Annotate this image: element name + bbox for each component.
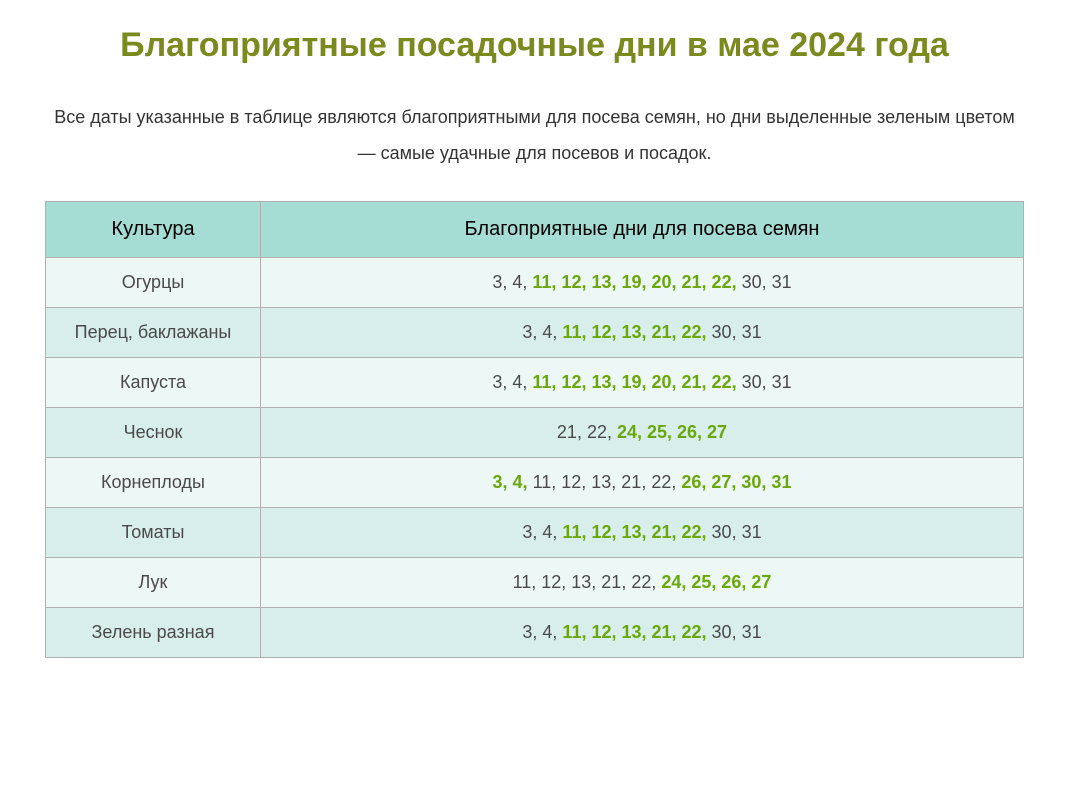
date-highlighted: 11, 12, 13, 21, 22, (562, 322, 706, 342)
date-highlighted: 11, 12, 13, 19, 20, 21, 22, (532, 272, 736, 292)
date-normal: 30, 31 (737, 272, 792, 292)
culture-cell: Огурцы (46, 258, 261, 308)
date-highlighted: 11, 12, 13, 21, 22, (562, 622, 706, 642)
date-highlighted: 11, 12, 13, 21, 22, (562, 522, 706, 542)
dates-cell: 3, 4, 11, 12, 13, 21, 22, 26, 27, 30, 31 (261, 458, 1024, 508)
page-subtitle: Все даты указанные в таблице являются бл… (45, 99, 1024, 171)
table-row: Корнеплоды3, 4, 11, 12, 13, 21, 22, 26, … (46, 458, 1024, 508)
culture-cell: Перец, баклажаны (46, 308, 261, 358)
date-highlighted: 3, 4, (493, 472, 528, 492)
date-normal: 11, 12, 13, 21, 22, (528, 472, 682, 492)
date-normal: 30, 31 (737, 372, 792, 392)
date-highlighted: 11, 12, 13, 19, 20, 21, 22, (532, 372, 736, 392)
date-normal: 30, 31 (707, 522, 762, 542)
date-normal: 21, 22, (557, 422, 617, 442)
culture-cell: Зелень разная (46, 608, 261, 658)
col-header-dates: Благоприятные дни для посева семян (261, 202, 1024, 258)
culture-cell: Лук (46, 558, 261, 608)
date-normal: 3, 4, (522, 622, 562, 642)
dates-cell: 3, 4, 11, 12, 13, 21, 22, 30, 31 (261, 308, 1024, 358)
table-header-row: Культура Благоприятные дни для посева се… (46, 202, 1024, 258)
col-header-culture: Культура (46, 202, 261, 258)
date-normal: 11, 12, 13, 21, 22, (513, 572, 662, 592)
date-highlighted: 24, 25, 26, 27 (617, 422, 727, 442)
date-highlighted: 24, 25, 26, 27 (661, 572, 771, 592)
date-normal: 30, 31 (707, 622, 762, 642)
date-normal: 3, 4, (492, 272, 532, 292)
dates-cell: 11, 12, 13, 21, 22, 24, 25, 26, 27 (261, 558, 1024, 608)
dates-cell: 21, 22, 24, 25, 26, 27 (261, 408, 1024, 458)
dates-cell: 3, 4, 11, 12, 13, 21, 22, 30, 31 (261, 508, 1024, 558)
planting-table: Культура Благоприятные дни для посева се… (45, 201, 1024, 658)
table-row: Лук11, 12, 13, 21, 22, 24, 25, 26, 27 (46, 558, 1024, 608)
table-row: Чеснок21, 22, 24, 25, 26, 27 (46, 408, 1024, 458)
dates-cell: 3, 4, 11, 12, 13, 19, 20, 21, 22, 30, 31 (261, 358, 1024, 408)
dates-cell: 3, 4, 11, 12, 13, 21, 22, 30, 31 (261, 608, 1024, 658)
table-row: Капуста3, 4, 11, 12, 13, 19, 20, 21, 22,… (46, 358, 1024, 408)
culture-cell: Томаты (46, 508, 261, 558)
date-normal: 3, 4, (522, 322, 562, 342)
table-row: Перец, баклажаны3, 4, 11, 12, 13, 21, 22… (46, 308, 1024, 358)
culture-cell: Капуста (46, 358, 261, 408)
date-normal: 3, 4, (492, 372, 532, 392)
date-highlighted: 26, 27, 30, 31 (681, 472, 791, 492)
table-row: Томаты3, 4, 11, 12, 13, 21, 22, 30, 31 (46, 508, 1024, 558)
date-normal: 30, 31 (707, 322, 762, 342)
page-title: Благоприятные посадочные дни в мае 2024 … (45, 20, 1024, 71)
table-row: Огурцы3, 4, 11, 12, 13, 19, 20, 21, 22, … (46, 258, 1024, 308)
culture-cell: Корнеплоды (46, 458, 261, 508)
table-row: Зелень разная3, 4, 11, 12, 13, 21, 22, 3… (46, 608, 1024, 658)
date-normal: 3, 4, (522, 522, 562, 542)
dates-cell: 3, 4, 11, 12, 13, 19, 20, 21, 22, 30, 31 (261, 258, 1024, 308)
culture-cell: Чеснок (46, 408, 261, 458)
